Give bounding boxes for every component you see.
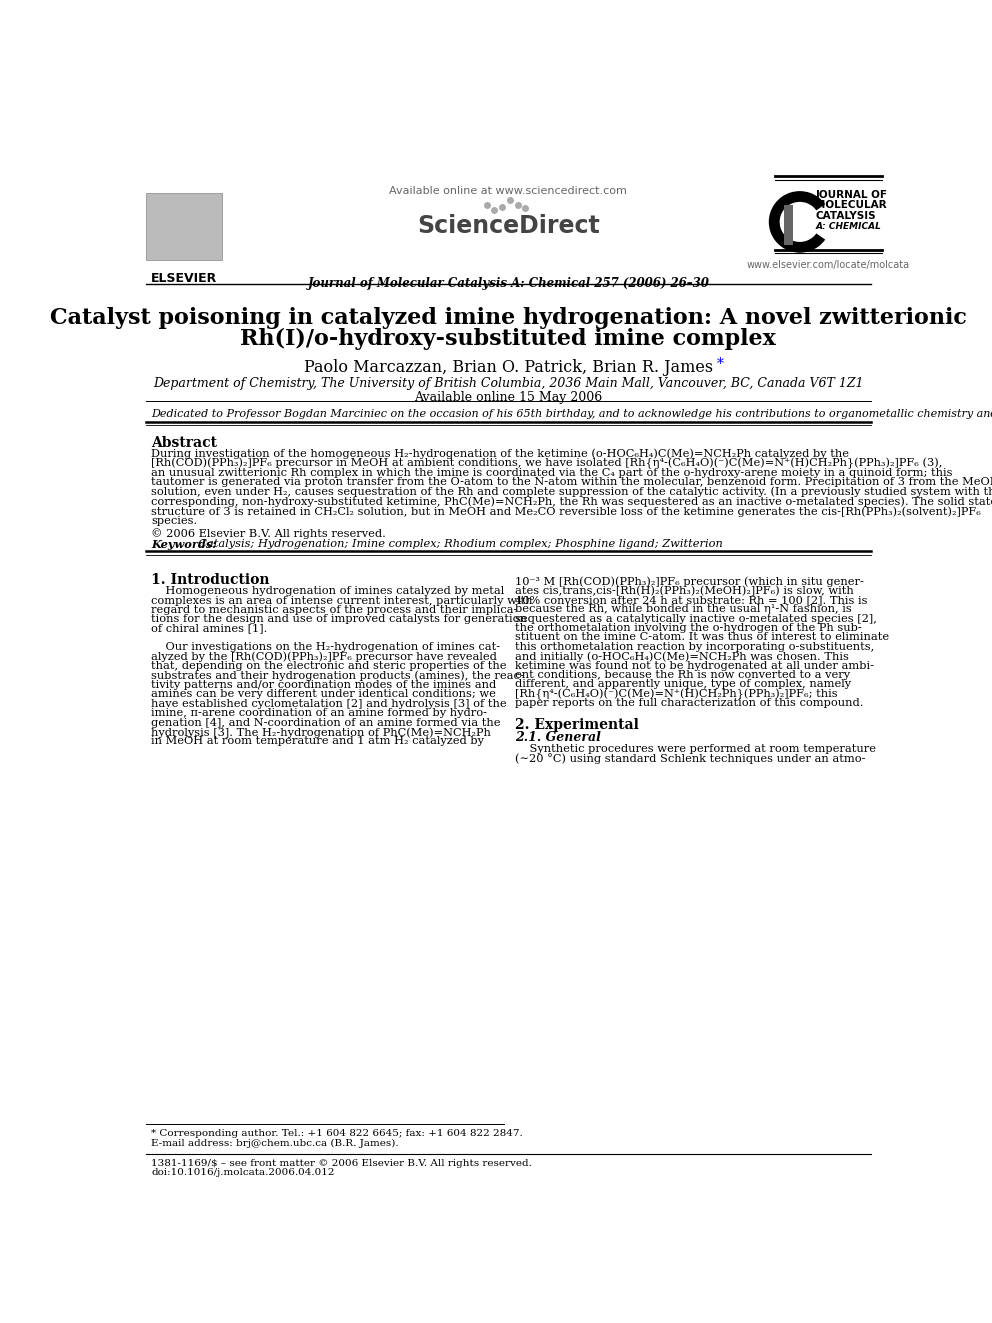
Text: substrates and their hydrogenation products (amines), the reac-: substrates and their hydrogenation produ… (151, 671, 524, 681)
Text: Department of Chemistry, The University of British Columbia, 2036 Main Mall, Van: Department of Chemistry, The University … (153, 377, 864, 390)
Text: Rh(I)/o-hydroxy-substituted imine complex: Rh(I)/o-hydroxy-substituted imine comple… (240, 328, 777, 351)
Text: Our investigations on the H₂-hydrogenation of imines cat-: Our investigations on the H₂-hydrogenati… (151, 643, 500, 652)
Text: * Corresponding author. Tel.: +1 604 822 6645; fax: +1 604 822 2847.: * Corresponding author. Tel.: +1 604 822… (151, 1129, 523, 1138)
Text: Available online 15 May 2006: Available online 15 May 2006 (415, 390, 602, 404)
Text: Available online at www.sciencedirect.com: Available online at www.sciencedirect.co… (390, 187, 627, 197)
Text: species.: species. (151, 516, 197, 525)
Text: the orthometalation involving the o-hydrogen of the Ph sub-: the orthometalation involving the o-hydr… (516, 623, 862, 634)
Text: sequestered as a catalytically inactive o-metalated species [2],: sequestered as a catalytically inactive … (516, 614, 877, 623)
Text: solution, even under H₂, causes sequestration of the Rh and complete suppression: solution, even under H₂, causes sequestr… (151, 487, 992, 497)
Text: different, and apparently unique, type of complex, namely: different, and apparently unique, type o… (516, 680, 851, 689)
Text: JOURNAL OF: JOURNAL OF (815, 189, 887, 200)
Text: ELSEVIER: ELSEVIER (151, 273, 217, 284)
Text: [Rh(COD)(PPh₃)₂]PF₆ precursor in MeOH at ambient conditions, we have isolated [R: [Rh(COD)(PPh₃)₂]PF₆ precursor in MeOH at… (151, 458, 942, 470)
Text: alyzed by the [Rh(COD)(PPh₃)₂]PF₆ precursor have revealed: alyzed by the [Rh(COD)(PPh₃)₂]PF₆ precur… (151, 652, 497, 663)
Text: an unusual zwitterionic Rh complex in which the imine is coordinated via the C₄ : an unusual zwitterionic Rh complex in wh… (151, 467, 952, 478)
Text: hydrolysis [3]. The H₂-hydrogenation of PhC(Me)=NCH₂Ph: hydrolysis [3]. The H₂-hydrogenation of … (151, 728, 491, 738)
Text: doi:10.1016/j.molcata.2006.04.012: doi:10.1016/j.molcata.2006.04.012 (151, 1168, 334, 1177)
Text: amines can be very different under identical conditions; we: amines can be very different under ident… (151, 689, 496, 700)
Text: Abstract: Abstract (151, 437, 217, 450)
Text: Keywords:: Keywords: (151, 540, 216, 550)
Text: © 2006 Elsevier B.V. All rights reserved.: © 2006 Elsevier B.V. All rights reserved… (151, 528, 386, 540)
Text: Dedicated to Professor Bogdan Marciniec on the occasion of his 65th birthday, an: Dedicated to Professor Bogdan Marciniec … (151, 409, 992, 419)
Text: tivity patterns and/or coordination modes of the imines and: tivity patterns and/or coordination mode… (151, 680, 496, 691)
Text: 1. Introduction: 1. Introduction (151, 573, 270, 587)
Text: MOLECULAR: MOLECULAR (815, 200, 887, 210)
Text: complexes is an area of intense current interest, particularly with: complexes is an area of intense current … (151, 595, 533, 606)
Text: and initially (o-HOC₆H₄)C(Me)=NCH₂Ph was chosen. This: and initially (o-HOC₆H₄)C(Me)=NCH₂Ph was… (516, 651, 849, 662)
Text: E-mail address: brj@chem.ubc.ca (B.R. James).: E-mail address: brj@chem.ubc.ca (B.R. Ja… (151, 1139, 399, 1148)
Text: [Rh{η⁴-(C₆H₄O)(⁻)C(Me)=N⁺(H)CH₂Ph}(PPh₃)₂]PF₆; this: [Rh{η⁴-(C₆H₄O)(⁻)C(Me)=N⁺(H)CH₂Ph}(PPh₃)… (516, 689, 838, 700)
Text: corresponding, non-hydroxy-substituted ketimine, PhC(Me)=NCH₂Ph, the Rh was sequ: corresponding, non-hydroxy-substituted k… (151, 496, 992, 507)
Text: in MeOH at room temperature and 1 atm H₂ catalyzed by: in MeOH at room temperature and 1 atm H₂… (151, 737, 484, 746)
Text: have established cyclometalation [2] and hydrolysis [3] of the: have established cyclometalation [2] and… (151, 699, 507, 709)
Text: 2.1. General: 2.1. General (516, 732, 601, 745)
Text: Synthetic procedures were performed at room temperature: Synthetic procedures were performed at r… (516, 744, 876, 754)
Text: tautomer is generated via proton transfer from the O-atom to the N-atom within t: tautomer is generated via proton transfe… (151, 478, 992, 487)
Text: 40% conversion after 24 h at substrate: Rh = 100 [2]. This is: 40% conversion after 24 h at substrate: … (516, 595, 868, 605)
Text: Homogeneous hydrogenation of imines catalyzed by metal: Homogeneous hydrogenation of imines cata… (151, 586, 504, 597)
Text: *: * (717, 357, 724, 372)
Text: Catalysis; Hydrogenation; Imine complex; Rhodium complex; Phosphine ligand; Zwit: Catalysis; Hydrogenation; Imine complex;… (191, 540, 723, 549)
Text: 10⁻³ M [Rh(COD)(PPh₃)₂]PF₆ precursor (which in situ gener-: 10⁻³ M [Rh(COD)(PPh₃)₂]PF₆ precursor (wh… (516, 576, 864, 586)
Wedge shape (769, 191, 825, 253)
Text: 1381-1169/$ – see front matter © 2006 Elsevier B.V. All rights reserved.: 1381-1169/$ – see front matter © 2006 El… (151, 1159, 532, 1168)
Text: ketimine was found not to be hydrogenated at all under ambi-: ketimine was found not to be hydrogenate… (516, 660, 874, 671)
FancyBboxPatch shape (146, 193, 221, 261)
Text: imine, π-arene coordination of an amine formed by hydro-: imine, π-arene coordination of an amine … (151, 708, 487, 718)
Text: genation [4], and N-coordination of an amine formed via the: genation [4], and N-coordination of an a… (151, 717, 501, 728)
Text: ent conditions, because the Rh is now converted to a very: ent conditions, because the Rh is now co… (516, 669, 850, 680)
Text: that, depending on the electronic and steric properties of the: that, depending on the electronic and st… (151, 662, 507, 671)
Text: ScienceDirect: ScienceDirect (417, 214, 600, 238)
Bar (785, 205, 793, 245)
Text: regard to mechanistic aspects of the process and their implica-: regard to mechanistic aspects of the pro… (151, 605, 518, 615)
Text: tions for the design and use of improved catalysts for generation: tions for the design and use of improved… (151, 614, 527, 624)
Text: (∼20 °C) using standard Schlenk techniques under an atmo-: (∼20 °C) using standard Schlenk techniqu… (516, 753, 866, 765)
Text: Catalyst poisoning in catalyzed imine hydrogenation: A novel zwitterionic: Catalyst poisoning in catalyzed imine hy… (50, 307, 967, 329)
Text: structure of 3 is retained in CH₂Cl₂ solution, but in MeOH and Me₂CO reversible : structure of 3 is retained in CH₂Cl₂ sol… (151, 505, 981, 516)
Text: 2. Experimental: 2. Experimental (516, 718, 639, 733)
Text: A: CHEMICAL: A: CHEMICAL (815, 222, 881, 232)
Text: of chiral amines [1].: of chiral amines [1]. (151, 623, 268, 634)
Text: CATALYSIS: CATALYSIS (815, 212, 876, 221)
Text: Paolo Marcazzan, Brian O. Patrick, Brian R. James: Paolo Marcazzan, Brian O. Patrick, Brian… (304, 359, 713, 376)
Text: During investigation of the homogeneous H₂-hydrogenation of the ketimine (o-HOC₆: During investigation of the homogeneous … (151, 448, 849, 459)
Text: paper reports on the full characterization of this compound.: paper reports on the full characterizati… (516, 699, 864, 708)
Text: this orthometalation reaction by incorporating o-substituents,: this orthometalation reaction by incorpo… (516, 642, 875, 652)
Text: stituent on the imine C-atom. It was thus of interest to eliminate: stituent on the imine C-atom. It was thu… (516, 632, 890, 643)
Text: ates cis,trans,cis-[Rh(H)₂(PPh₃)₂(MeOH)₂]PF₆) is slow, with: ates cis,trans,cis-[Rh(H)₂(PPh₃)₂(MeOH)₂… (516, 586, 854, 595)
Text: because the Rh, while bonded in the usual η¹-N fashion, is: because the Rh, while bonded in the usua… (516, 605, 852, 614)
Text: Journal of Molecular Catalysis A: Chemical 257 (2006) 26–30: Journal of Molecular Catalysis A: Chemic… (308, 277, 709, 290)
Text: www.elsevier.com/locate/molcata: www.elsevier.com/locate/molcata (747, 261, 910, 270)
